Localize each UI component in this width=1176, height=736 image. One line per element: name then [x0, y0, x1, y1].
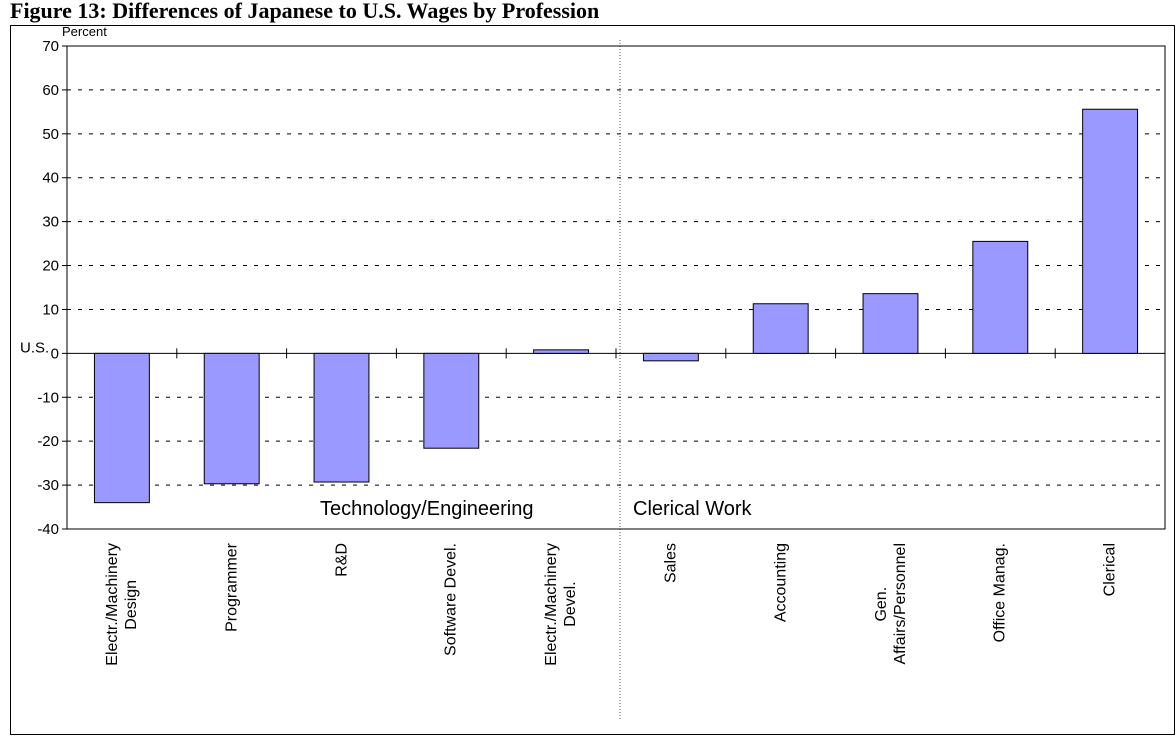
baseline-label: U.S. [20, 339, 49, 356]
y-tick-label: -20 [37, 433, 59, 450]
bar [1082, 108, 1139, 354]
group-label: Clerical Work [633, 498, 753, 520]
bar [93, 352, 150, 504]
bar [972, 240, 1029, 354]
y-tick-label: 70 [42, 38, 59, 55]
chart-title: Figure 13: Differences of Japanese to U.… [10, 0, 599, 23]
y-tick-label: 30 [42, 214, 59, 231]
plot-area [66, 45, 1166, 530]
y-tick-label: -10 [37, 389, 59, 406]
x-tick-label: Software Devel. [442, 543, 460, 656]
y-tick-label: 40 [42, 170, 59, 187]
x-tick-label: Clerical [1101, 543, 1119, 597]
x-tick-label: Programmer [223, 543, 241, 632]
y-tick-label: 50 [42, 126, 59, 143]
y-tick-label: 20 [42, 258, 59, 275]
bar [862, 293, 919, 354]
bar [752, 303, 809, 354]
x-tick-label: Accounting [772, 543, 790, 623]
x-tick-label: Office Manag. [991, 543, 1009, 643]
y-tick-label: 0 [51, 345, 59, 362]
chart-frame [10, 25, 1175, 735]
y-tick-label: -30 [37, 477, 59, 494]
y-axis-label: Percent [62, 24, 107, 39]
group-label: Technology/Engineering [320, 498, 534, 520]
bar [642, 352, 699, 362]
bar [313, 352, 370, 483]
x-tick-label: R&D [333, 543, 350, 577]
bar [533, 349, 590, 354]
bar [203, 352, 260, 485]
x-tick-label: Sales [662, 543, 680, 584]
bar [423, 352, 480, 449]
y-tick-label: 10 [42, 301, 59, 318]
y-tick-label: 60 [42, 82, 59, 99]
x-tick-label: Electr./Machinery Devel. [543, 543, 580, 666]
x-tick-label: Electr./Machinery Design [103, 543, 140, 666]
x-tick-label: Gen. Affairs/Personnel [872, 543, 909, 665]
y-tick-label: -40 [37, 521, 59, 538]
